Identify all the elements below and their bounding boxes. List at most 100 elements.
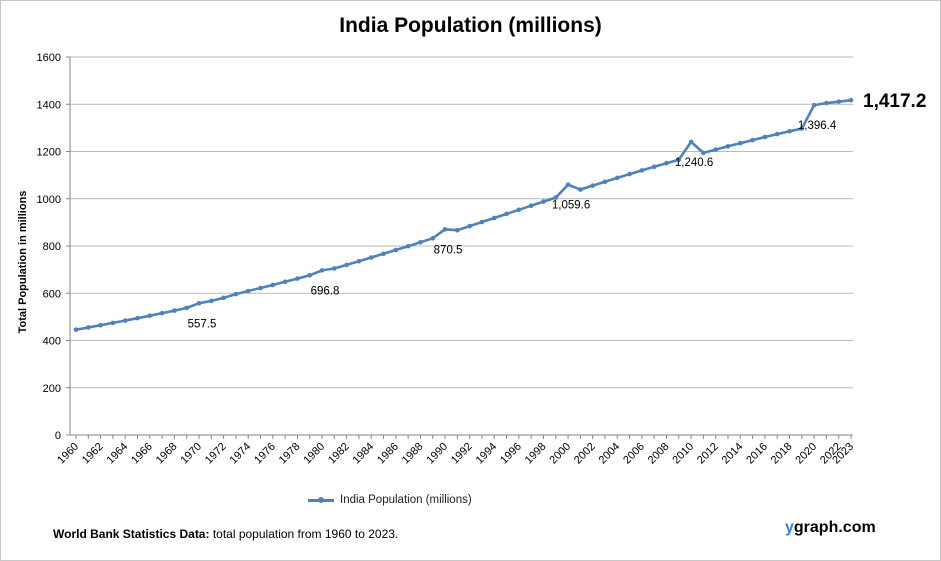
data-point bbox=[442, 227, 448, 232]
data-point bbox=[381, 251, 386, 257]
x-tick-label: 2010 bbox=[670, 441, 696, 467]
data-point bbox=[578, 187, 583, 192]
y-tick-label: 1000 bbox=[37, 194, 61, 206]
data-point bbox=[713, 147, 718, 152]
data-label-2023: 1,417.2 bbox=[863, 91, 926, 112]
x-tick-label: 1992 bbox=[449, 441, 475, 467]
data-point bbox=[590, 183, 595, 188]
data-point bbox=[651, 164, 657, 170]
data-label-2010: 1,240.6 bbox=[675, 157, 713, 169]
data-point bbox=[811, 102, 817, 108]
data-point bbox=[750, 137, 755, 143]
y-tick-label: 1200 bbox=[37, 147, 61, 159]
data-point bbox=[147, 313, 153, 318]
x-tick-label: 1972 bbox=[203, 441, 229, 467]
y-tick-label: 600 bbox=[43, 288, 61, 300]
series-line bbox=[75, 98, 852, 331]
data-point bbox=[430, 236, 436, 241]
data-point bbox=[393, 247, 399, 253]
y-tick-label: 200 bbox=[43, 383, 61, 395]
data-point bbox=[762, 134, 768, 140]
x-tick-label: 2018 bbox=[769, 441, 795, 467]
data-point bbox=[553, 195, 559, 200]
data-point bbox=[455, 227, 460, 233]
data-label-1970: 557.5 bbox=[188, 318, 217, 330]
data-point bbox=[270, 282, 276, 288]
data-point bbox=[295, 276, 300, 281]
data-point bbox=[282, 279, 288, 285]
data-point bbox=[307, 272, 313, 278]
source-note: World Bank Statistics Data: total popula… bbox=[53, 527, 398, 541]
data-point bbox=[73, 327, 79, 332]
data-point bbox=[467, 223, 472, 229]
data-point bbox=[245, 288, 251, 294]
x-tick-label: 2012 bbox=[695, 441, 721, 467]
data-point bbox=[614, 175, 620, 181]
y-tick-label: 800 bbox=[43, 241, 61, 253]
data-point bbox=[639, 168, 645, 173]
data-point bbox=[737, 140, 743, 146]
data-point bbox=[221, 295, 226, 301]
data-point bbox=[122, 318, 128, 323]
x-tick-label: 1984 bbox=[351, 441, 377, 467]
x-tick-label: 2002 bbox=[572, 441, 598, 467]
data-point bbox=[701, 150, 706, 156]
data-point bbox=[688, 139, 694, 145]
x-tick-label: 2016 bbox=[744, 441, 770, 467]
data-point bbox=[824, 100, 829, 106]
x-tick-label: 2008 bbox=[646, 441, 672, 467]
source-note-text: total population from 1960 to 2023. bbox=[209, 527, 399, 541]
data-point bbox=[172, 308, 177, 313]
data-point bbox=[504, 211, 509, 217]
data-point bbox=[541, 199, 546, 204]
data-point bbox=[787, 128, 792, 134]
x-tick-label: 1962 bbox=[80, 441, 106, 467]
x-tick-label: 1996 bbox=[498, 441, 524, 467]
x-tick-label: 1998 bbox=[523, 441, 549, 467]
brand-logo-text: graph.com bbox=[793, 519, 876, 536]
data-point bbox=[159, 310, 165, 316]
x-tick-label: 1966 bbox=[129, 441, 155, 467]
x-tick-label: 1990 bbox=[424, 441, 450, 467]
data-point bbox=[258, 285, 263, 291]
data-point bbox=[209, 298, 214, 304]
x-tick-label: 1980 bbox=[301, 441, 327, 467]
x-tick-label: 2020 bbox=[793, 441, 819, 467]
data-point bbox=[799, 126, 805, 131]
x-tick-label: 2006 bbox=[621, 441, 647, 467]
x-tick-label: 1978 bbox=[277, 441, 303, 467]
series-group bbox=[73, 97, 854, 332]
y-tick-labels: 0 200 400 600 800 1000 1200 1400 1600 bbox=[37, 52, 61, 442]
brand-logo[interactable]: ygraph.com bbox=[785, 519, 876, 537]
x-tick-label: 1986 bbox=[375, 441, 401, 467]
data-point bbox=[565, 182, 571, 187]
x-tick-label: 1968 bbox=[154, 441, 180, 467]
data-label-1980: 696.8 bbox=[311, 285, 340, 297]
data-point bbox=[368, 255, 374, 260]
data-point bbox=[98, 322, 103, 328]
legend-swatch bbox=[308, 496, 334, 503]
data-point bbox=[836, 99, 841, 104]
data-point bbox=[491, 215, 497, 221]
source-note-bold: World Bank Statistics Data: bbox=[53, 527, 210, 541]
brand-logo-y: y bbox=[785, 519, 794, 536]
y-tick-label: 1600 bbox=[37, 52, 61, 64]
data-point bbox=[516, 207, 522, 213]
x-tick-labels: 1960196219641966196819701972197419761978… bbox=[55, 441, 856, 467]
data-label-2000: 1,059.6 bbox=[552, 200, 590, 212]
x-tick-label: 1976 bbox=[252, 441, 278, 467]
data-point bbox=[602, 179, 608, 185]
y-axis-label: Total Population in millions bbox=[17, 191, 29, 334]
gridlines bbox=[66, 56, 853, 439]
data-point bbox=[233, 291, 239, 297]
x-tick-label: 1988 bbox=[400, 441, 426, 467]
data-point bbox=[356, 258, 362, 264]
y-tick-label: 1400 bbox=[37, 99, 61, 111]
legend: India Population (millions) bbox=[308, 494, 472, 506]
x-tick-label: 2004 bbox=[597, 441, 623, 467]
data-label-2020: 1,396.4 bbox=[798, 120, 837, 132]
data-point bbox=[627, 171, 632, 177]
data-point bbox=[405, 243, 411, 249]
data-point bbox=[774, 131, 780, 137]
